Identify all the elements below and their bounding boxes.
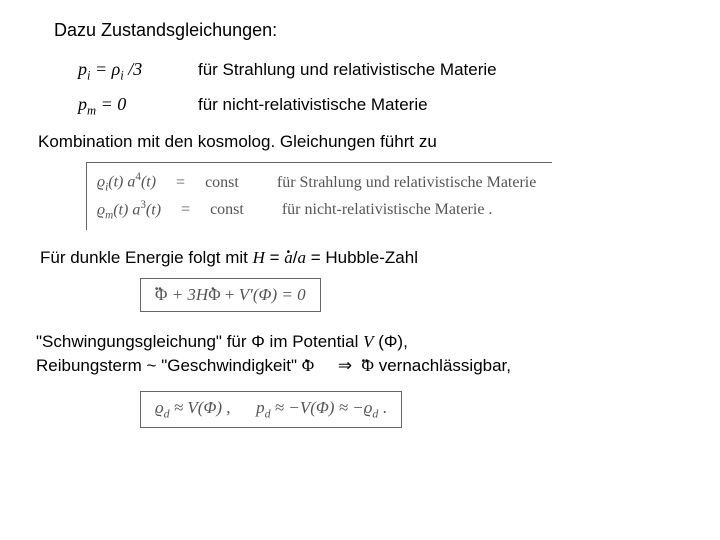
arrow-icon: ⇒ [338,356,352,375]
eq1-expl: für Strahlung und relativistische Materi… [198,60,497,80]
phi-ddot-2: Φ [362,354,374,379]
eos-radiation: pi = ρi /3 für Strahlung und relativisti… [78,59,690,84]
phi-dot: Φ [208,285,220,305]
eos-matter: pm = 0 für nicht-relativistische Materie [78,94,690,119]
a-dot: a [284,248,293,268]
eq2-def: pm = 0 [78,94,198,119]
phi-dot-2: Φ [302,354,314,379]
slide-content: Dazu Zustandsgleichungen: pi = ρi /3 für… [0,0,720,438]
heading: Dazu Zustandsgleichungen: [54,20,690,41]
scaling-row-radiation: ϱi(t) a4(t) = const für Strahlung und re… [97,169,536,196]
heading-text: Dazu Zustandsgleichungen: [54,20,277,40]
eq1-def: pi = ρi /3 [78,59,198,84]
kombination-text: Kombination mit den kosmolog. Gleichunge… [38,132,690,152]
scaling-formula-box: ϱi(t) a4(t) = const für Strahlung und re… [86,162,552,230]
oscillation-formula-box: Φ + 3HΦ + V′(Φ) = 0 [140,278,321,312]
phi-ddot: Φ [155,285,167,305]
schwingung-text: "Schwingungsgleichung" für Φ im Potentia… [36,330,690,379]
scaling-row-matter: ϱm(t) a3(t) = const für nicht-relativist… [97,197,536,224]
eq2-expl: für nicht-relativistische Materie [198,95,428,115]
dark-density-formula-box: ϱd ≈ V(Φ) , pd ≈ −V(Φ) ≈ −ϱd . [140,391,402,428]
dark-energy-text: Für dunkle Energie folgt mit H = a/a = H… [40,248,690,268]
